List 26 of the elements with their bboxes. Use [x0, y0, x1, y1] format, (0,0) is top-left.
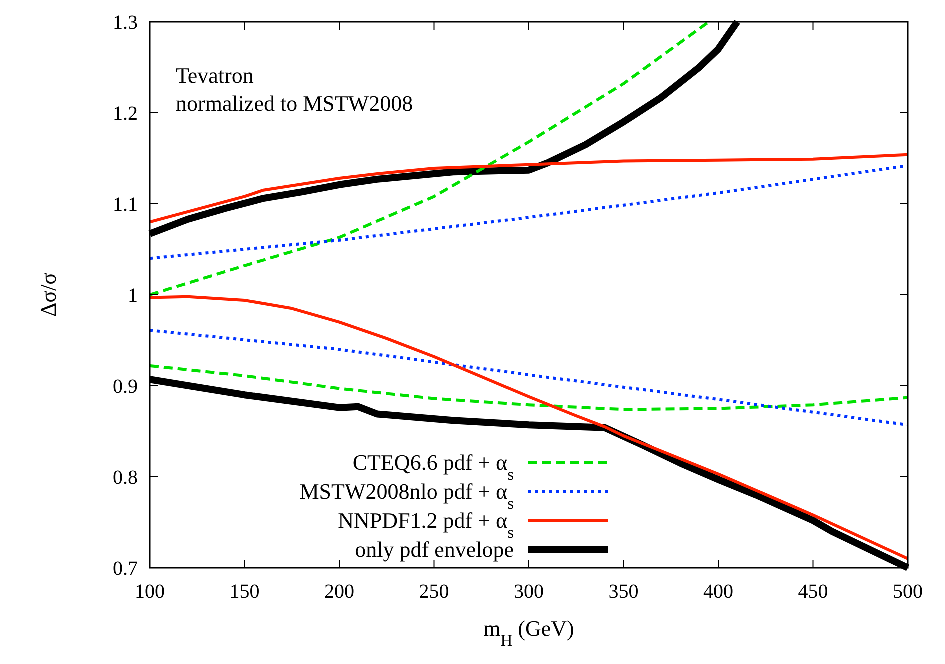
- x-tick-label: 300: [514, 581, 544, 603]
- y-axis-title: Δσ/σ: [36, 272, 61, 317]
- x-tick-label: 350: [608, 581, 639, 603]
- x-tick-label: 200: [324, 581, 354, 603]
- annotation: normalized to MSTW2008: [176, 91, 414, 116]
- line-series: [148, 295, 910, 560]
- line-series: [148, 328, 910, 427]
- line-series: [148, 364, 910, 412]
- x-tick-label: 100: [135, 581, 165, 603]
- x-tick-label: 500: [893, 581, 923, 603]
- annotation: Tevatron: [176, 63, 254, 88]
- x-tick-label: 400: [704, 581, 734, 603]
- y-tick-label: 1.1: [113, 194, 138, 216]
- x-axis-title: m$_{H}$ (GeV): [484, 616, 574, 650]
- y-tick-label: 1: [128, 285, 138, 307]
- y-tick-label: 0.8: [113, 467, 138, 489]
- x-tick-label: 250: [419, 581, 450, 603]
- y-tick-label: 1.2: [113, 103, 138, 125]
- x-tick-label: 150: [230, 581, 260, 603]
- y-tick-label: 1.3: [113, 12, 138, 34]
- line-series: [148, 164, 910, 260]
- line-series: [148, 153, 910, 224]
- line-series: [148, 20, 711, 296]
- y-tick-label: 0.7: [113, 558, 138, 580]
- y-tick-label: 0.9: [113, 376, 138, 398]
- x-tick-label: 450: [798, 581, 828, 603]
